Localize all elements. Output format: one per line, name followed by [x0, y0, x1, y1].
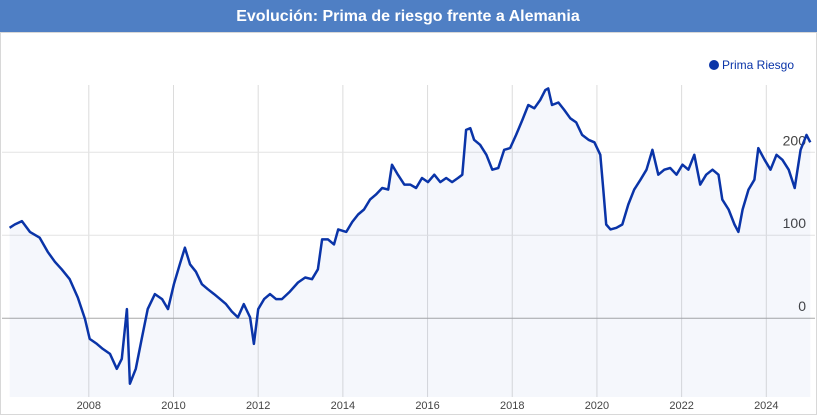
title-bar [0, 0, 817, 32]
x-tick-label: 2016 [415, 400, 439, 412]
legend-marker [709, 60, 719, 70]
legend-label: Prima Riesgo [722, 58, 794, 72]
x-tick-label: 2018 [500, 400, 524, 412]
chart-title: Evolución: Prima de riesgo frente a Alem… [236, 8, 580, 25]
x-tick-label: 2008 [77, 400, 101, 412]
x-tick-label: 2024 [754, 400, 778, 412]
x-tick-label: 2012 [246, 400, 270, 412]
y-tick-label: 200 [783, 132, 807, 148]
x-tick-label: 2010 [161, 400, 185, 412]
y-tick-label: 0 [798, 298, 806, 314]
x-tick-label: 2020 [585, 400, 609, 412]
line [8, 87, 812, 385]
y-tick-label: 100 [783, 215, 807, 231]
x-tick-label: 2022 [669, 400, 693, 412]
x-tick-label: 2014 [331, 400, 355, 412]
area [9, 88, 811, 398]
